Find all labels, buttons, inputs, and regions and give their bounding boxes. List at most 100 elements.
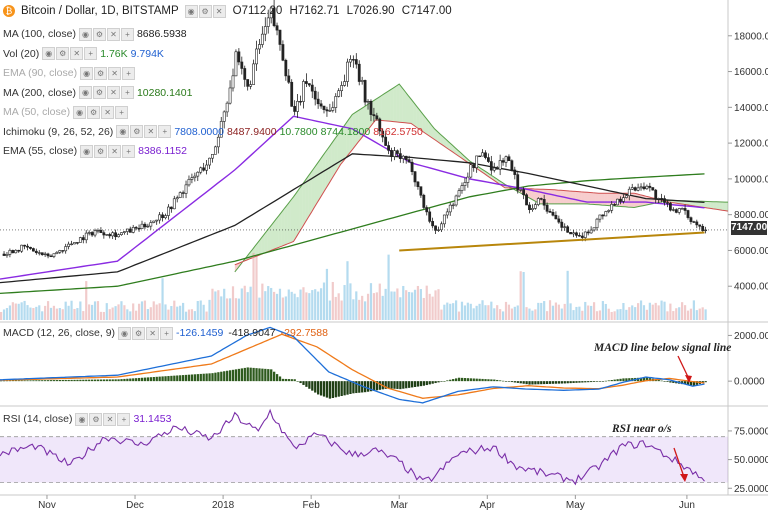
more-icon[interactable]: + [84,47,98,60]
close-icon[interactable]: ✕ [144,125,158,138]
price-tick-label[interactable]: 10000.00 [734,174,768,185]
indicator-row[interactable]: MA (100, close) ◉ ⚙ ✕ +8686.5938 [3,27,187,41]
eye-icon[interactable]: ◉ [184,4,198,18]
macd-buttons[interactable]: ◉ ⚙ ✕ + [118,326,174,340]
macd-histogram-bar [258,368,261,382]
macd-histogram-bar [205,373,208,382]
time-tick-label[interactable]: Mar [391,500,409,511]
indicator-row[interactable]: MA (50, close) ◉ ⚙ ✕ + [3,105,129,119]
close-icon[interactable]: ✕ [106,27,120,41]
rsi-buttons[interactable]: ◉ ⚙ ✕ + [75,412,131,426]
price-tick-label[interactable]: 14000.00 [734,103,768,114]
settings-icon[interactable]: ⚙ [89,412,103,426]
indicator-row[interactable]: Vol (20) ◉ ⚙ ✕ +1.76K 9.794K [3,47,164,61]
indicator-buttons[interactable]: ◉ ⚙ ✕ + [73,105,129,119]
more-icon[interactable]: + [115,105,129,119]
indicator-buttons[interactable]: ◉ ⚙ ✕ + [80,66,136,80]
ichimoku-cloud-segment [275,215,279,249]
time-tick-label[interactable]: Nov [38,500,56,511]
eye-icon[interactable]: ◉ [78,27,92,41]
more-icon[interactable]: + [120,27,134,41]
eye-icon[interactable]: ◉ [80,66,94,80]
more-icon[interactable]: + [117,412,131,426]
indicator-buttons[interactable]: ◉ ⚙ ✕ + [42,47,98,60]
price-tick-label[interactable]: 16000.00 [734,67,768,78]
time-tick-label[interactable]: May [566,500,585,511]
indicator-buttons[interactable]: ◉ ⚙ ✕ + [80,144,136,158]
indicator-row[interactable]: Ichimoku (9, 26, 52, 26) ◉ ⚙ ✕ +7808.0000 848… [3,125,423,139]
macd-histogram-bar [528,381,531,385]
close-icon[interactable]: ✕ [212,4,226,18]
macd-tick-label[interactable]: 0.0000 [734,377,765,388]
price-axis[interactable]: 4000.00 6000.00 8000.00 10000.00 12000.00 140… [728,31,768,495]
candle-body [674,209,678,213]
rsi-legend[interactable]: RSI (14, close) ◉ ⚙ ✕ + 31.1453 [3,412,171,426]
settings-icon[interactable]: ⚙ [132,326,146,340]
rsi-panel[interactable] [0,408,728,486]
ichimoku-cloud-segment [366,103,370,132]
close-icon[interactable]: ✕ [146,326,160,340]
macd-histogram-bar [176,375,179,382]
eye-icon[interactable]: ◉ [118,326,132,340]
eye-icon[interactable]: ◉ [42,47,56,60]
price-tick-label[interactable]: 18000.00 [734,31,768,42]
price-tick-label[interactable]: 12000.00 [734,139,768,150]
eye-icon[interactable]: ◉ [116,125,130,138]
settings-icon[interactable]: ⚙ [87,105,101,119]
ichimoku-cloud-segment [707,201,711,209]
close-icon[interactable]: ✕ [108,144,122,158]
settings-icon[interactable]: ⚙ [92,86,106,99]
eye-icon[interactable]: ◉ [78,86,92,99]
time-tick-label[interactable]: Jun [679,500,695,511]
macd-histogram-bar [64,379,67,382]
eye-icon[interactable]: ◉ [73,105,87,119]
settings-icon[interactable]: ⚙ [94,66,108,80]
indicator-buttons[interactable]: ◉ ⚙ ✕ + [116,125,172,138]
price-tick-label[interactable]: 8000.00 [734,210,768,221]
more-icon[interactable]: + [160,326,174,340]
time-axis[interactable]: Nov Dec 2018 Feb Mar Apr May Jun [38,495,695,511]
price-tick-label[interactable]: 4000.00 [734,282,768,293]
volume-bar [132,303,135,320]
close-icon[interactable]: ✕ [108,66,122,80]
price-panel[interactable] [0,0,729,320]
settings-icon[interactable]: ⚙ [92,27,106,41]
settings-icon[interactable]: ⚙ [94,144,108,158]
symbol-title[interactable]: ₿ Bitcoin / Dollar, 1D, BITSTAMP ◉ ⚙ ✕ O71… [3,3,456,19]
macd-tick-label[interactable]: 2000.0000 [734,331,768,342]
more-icon[interactable]: + [158,125,172,138]
indicator-buttons[interactable]: ◉ ⚙ ✕ + [78,86,134,99]
indicator-buttons[interactable]: ◉ ⚙ ✕ + [78,27,134,41]
rsi-tick-label[interactable]: 75.0000 [734,426,768,437]
close-icon[interactable]: ✕ [101,105,115,119]
price-tick-label[interactable]: 6000.00 [734,246,768,257]
time-tick-label[interactable]: 2018 [212,500,235,511]
close-icon[interactable]: ✕ [70,47,84,60]
indicator-row[interactable]: EMA (90, close) ◉ ⚙ ✕ + [3,66,136,80]
candle-body [205,164,208,171]
eye-icon[interactable]: ◉ [75,412,89,426]
indicator-row[interactable]: EMA (55, close) ◉ ⚙ ✕ +8386.1152 [3,144,187,158]
more-icon[interactable]: + [122,144,136,158]
indicator-row[interactable]: MA (200, close) ◉ ⚙ ✕ +10280.1401 [3,86,192,100]
more-icon[interactable]: + [120,86,134,99]
macd-legend[interactable]: MACD (12, 26, close, 9) ◉ ⚙ ✕ + -126.145… [3,326,333,340]
time-tick-label[interactable]: Feb [303,500,321,511]
macd-panel[interactable] [0,326,707,404]
eye-icon[interactable]: ◉ [80,144,94,158]
rsi-tick-label[interactable]: 25.0000 [734,484,768,495]
close-icon[interactable]: ✕ [106,86,120,99]
settings-icon[interactable]: ⚙ [56,47,70,60]
more-icon[interactable]: + [122,66,136,80]
time-tick-label[interactable]: Dec [126,500,144,511]
volume-bar [67,305,70,320]
macd-histogram-bar [413,381,417,387]
settings-icon[interactable]: ⚙ [130,125,144,138]
close-icon[interactable]: ✕ [103,412,117,426]
rsi-tick-label[interactable]: 50.0000 [734,455,768,466]
settings-icon[interactable]: ⚙ [198,4,212,18]
macd-histogram-bar [26,380,29,382]
time-tick-label[interactable]: Apr [480,500,496,511]
macd-histogram-bar [17,380,20,382]
